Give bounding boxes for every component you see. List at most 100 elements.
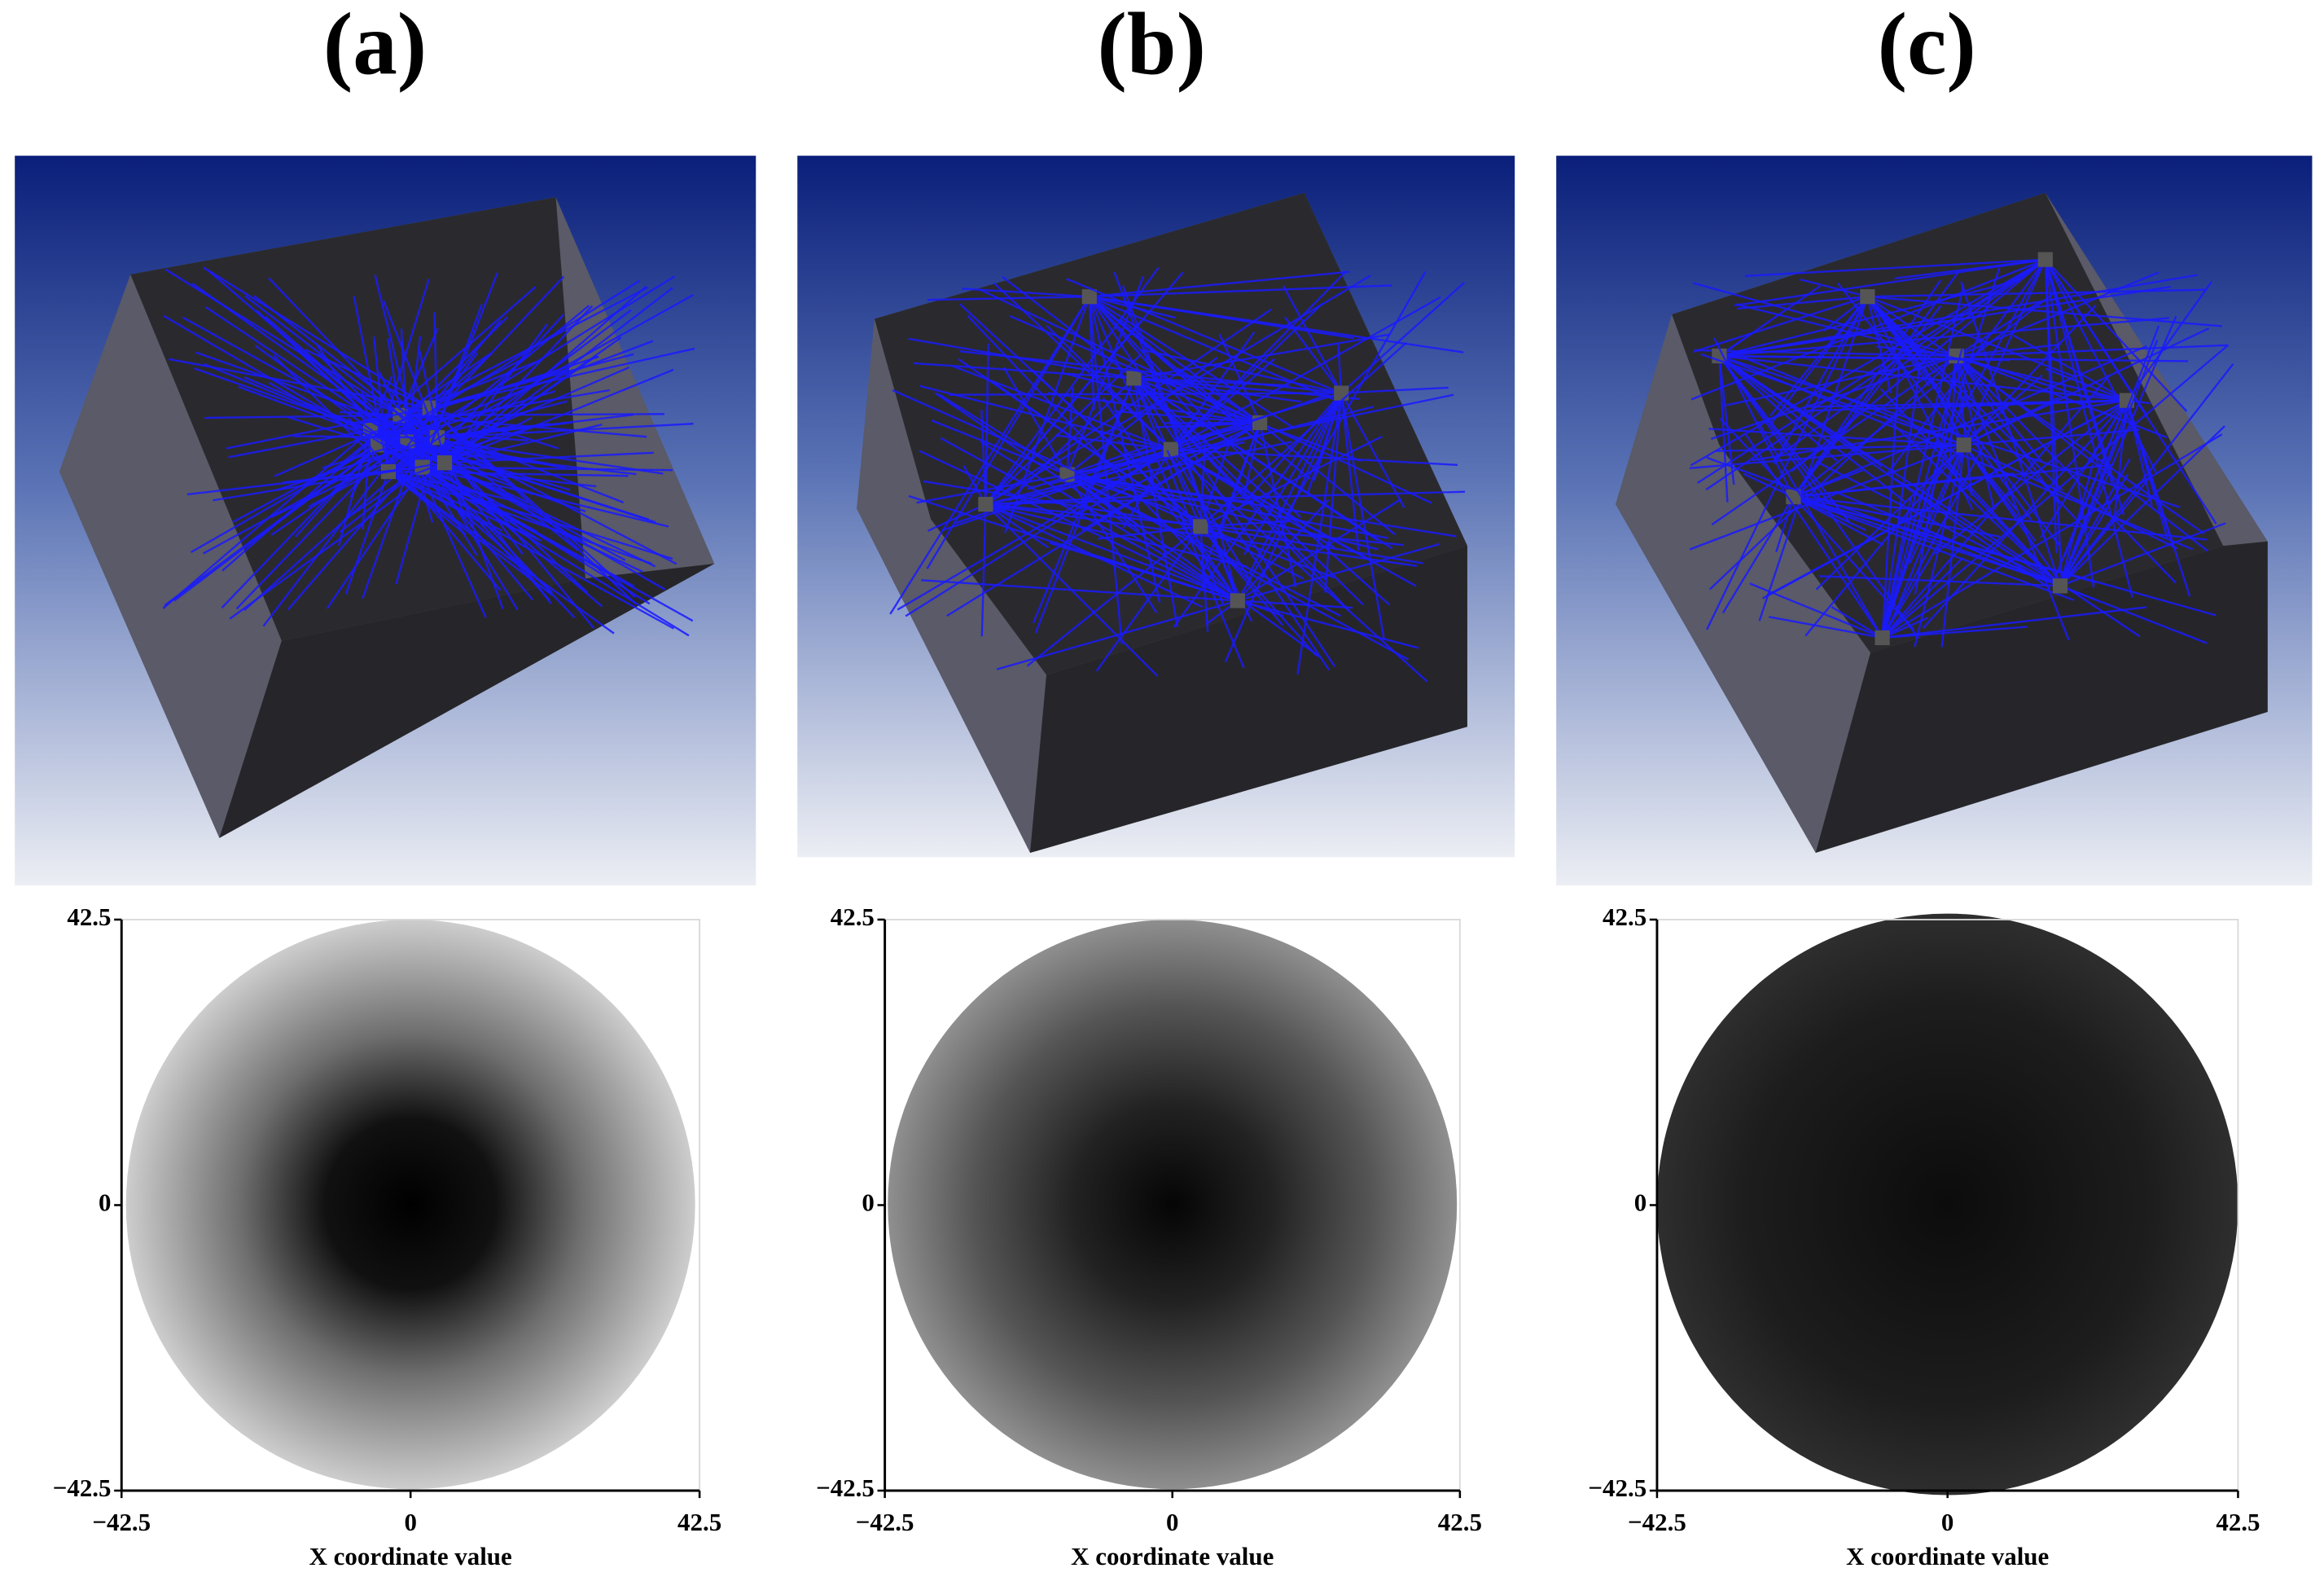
light-ray xyxy=(422,466,494,502)
light-ray xyxy=(1718,355,2051,590)
y-tick-label: 42.5 xyxy=(1603,903,1647,931)
light-ray xyxy=(1002,275,1135,380)
box-front xyxy=(219,563,715,838)
light-ray xyxy=(984,320,1142,505)
light-ray xyxy=(889,296,1090,615)
light-ray xyxy=(1956,344,2228,358)
light-ray xyxy=(265,315,409,443)
light-ray xyxy=(1700,353,1965,446)
light-ray xyxy=(287,415,379,446)
box-front xyxy=(1030,546,1467,854)
light-ray xyxy=(1026,525,1202,667)
y-tick-label: 42.5 xyxy=(831,903,875,931)
light-ray xyxy=(905,448,1172,617)
light-ray xyxy=(444,462,586,513)
light-ray xyxy=(1735,303,2128,402)
light-ray xyxy=(1881,349,1901,639)
light-ray xyxy=(203,266,431,409)
light-ray xyxy=(984,503,1050,549)
light-ray xyxy=(400,413,664,417)
light-ray xyxy=(1712,337,1795,498)
led-chip xyxy=(978,497,993,512)
light-ray xyxy=(1883,415,2061,587)
light-ray xyxy=(383,383,438,438)
light-ray xyxy=(1170,448,1335,549)
light-ray xyxy=(163,314,423,468)
light-ray xyxy=(1173,392,1343,628)
light-ray xyxy=(980,504,987,637)
light-ray xyxy=(205,306,409,443)
illuminance-map xyxy=(888,919,1458,1490)
light-ray xyxy=(934,392,1239,602)
light-ray xyxy=(921,579,1238,602)
light-ray xyxy=(407,424,515,443)
light-ray xyxy=(318,354,409,443)
light-ray xyxy=(1775,496,1795,552)
x-tick-label: 42.5 xyxy=(2216,1508,2260,1536)
light-ray xyxy=(1089,296,1464,354)
light-ray xyxy=(421,466,534,601)
light-ray xyxy=(1716,444,1964,452)
light-ray xyxy=(388,471,615,635)
light-ray xyxy=(1793,495,2096,584)
light-ray xyxy=(1200,525,1423,564)
light-ray xyxy=(1218,529,1239,601)
light-ray xyxy=(422,466,539,540)
light-ray xyxy=(1743,356,1965,446)
light-ray xyxy=(1237,498,1402,602)
light-ray xyxy=(1142,349,1342,394)
light-ray xyxy=(1881,376,2110,639)
x-axis-label: X coordinate value xyxy=(1071,1542,1274,1570)
light-ray xyxy=(1066,474,1158,613)
light-ray xyxy=(2125,400,2168,538)
light-ray xyxy=(1008,377,1135,502)
light-ray xyxy=(1808,399,2127,408)
light-ray xyxy=(388,470,673,560)
light-ray xyxy=(2059,315,2177,586)
light-ray xyxy=(1067,473,1388,539)
x-axis-label: X coordinate value xyxy=(1846,1542,2049,1570)
light-ray xyxy=(949,392,1342,396)
panels: (a) (b) (c) −42.5 0 42.5 −42.5 0 42.5 X coordi… xyxy=(15,0,2313,1570)
light-ray xyxy=(1340,281,1466,394)
light-ray xyxy=(191,283,445,464)
light-ray xyxy=(287,437,438,611)
light-ray xyxy=(1737,296,1868,310)
y-tick-label: 0 xyxy=(1634,1188,1647,1217)
light-ray xyxy=(927,295,1090,301)
led-chip xyxy=(1126,371,1142,386)
light-ray xyxy=(1758,296,1869,622)
light-rays xyxy=(162,252,2234,683)
led-chip xyxy=(1163,441,1179,457)
light-ray xyxy=(1962,304,2097,446)
led-chip xyxy=(436,455,453,471)
light-ray xyxy=(1922,399,2128,630)
light-ray xyxy=(985,441,1293,506)
light-ray xyxy=(229,462,445,620)
light-ray xyxy=(444,424,603,464)
light-ray xyxy=(388,470,502,532)
light-ray xyxy=(182,316,409,443)
light-ray xyxy=(984,354,1142,505)
light-ray xyxy=(372,336,390,472)
light-ray xyxy=(978,288,1261,424)
light-ray xyxy=(407,441,649,520)
light-ray xyxy=(388,470,542,542)
light-ray xyxy=(421,314,565,468)
light-ray xyxy=(1769,616,1883,639)
light-ray xyxy=(1792,495,2075,601)
light-ray xyxy=(1693,296,1868,353)
light-ray xyxy=(1955,355,2060,505)
light-ray xyxy=(1881,364,1921,639)
light-ray xyxy=(1881,433,2223,639)
x-tick-label: 0 xyxy=(1166,1508,1178,1536)
light-ray xyxy=(422,309,632,468)
light-ray xyxy=(2044,259,2095,588)
light-ray xyxy=(967,314,1239,602)
light-ray xyxy=(1881,544,1940,639)
light-ray xyxy=(226,406,431,450)
light-ray xyxy=(1734,258,2046,307)
y-tick-label: 42.5 xyxy=(67,903,111,931)
light-ray xyxy=(2059,458,2131,586)
light-ray xyxy=(1718,285,1822,357)
